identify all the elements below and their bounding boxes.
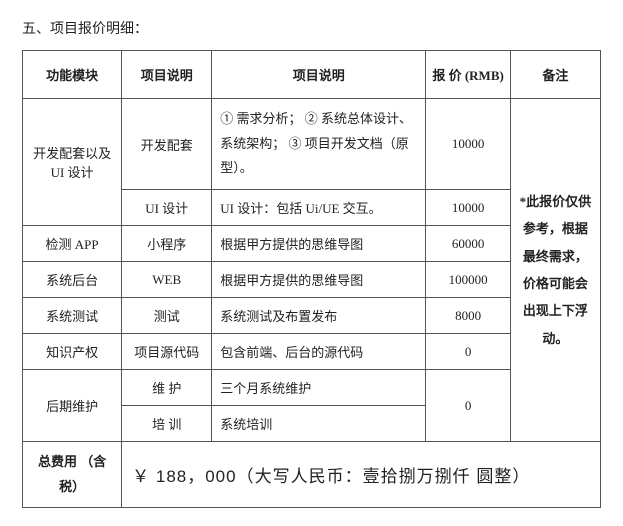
cell-module: 后期维护 (23, 370, 122, 442)
cell-spec1: UI 设计 (122, 190, 212, 226)
col-header-spec2: 项目说明 (212, 51, 426, 99)
cell-spec1: 维 护 (122, 370, 212, 406)
cell-spec2: UI 设计：包括 Ui/UE 交互。 (212, 190, 426, 226)
cell-price: 10000 (426, 190, 511, 226)
cell-spec1: 测试 (122, 298, 212, 334)
cell-spec1: 开发配套 (122, 99, 212, 190)
cell-spec2: 根据甲方提供的思维导图 (212, 262, 426, 298)
table-row: 开发配套以及UI 设计 开发配套 ① 需求分析； ② 系统总体设计、系统架构； … (23, 99, 601, 190)
cell-spec1: 小程序 (122, 226, 212, 262)
cell-price: 10000 (426, 99, 511, 190)
col-header-note: 备注 (510, 51, 600, 99)
cell-spec2: ① 需求分析； ② 系统总体设计、系统架构； ③ 项目开发文档（原型）。 (212, 99, 426, 190)
cell-spec1: 培 训 (122, 406, 212, 442)
cell-module: 知识产权 (23, 334, 122, 370)
quote-table: 功能模块 项目说明 项目说明 报 价 (RMB) 备注 开发配套以及UI 设计 … (22, 50, 601, 508)
cell-module: 系统后台 (23, 262, 122, 298)
cell-price: 60000 (426, 226, 511, 262)
col-header-price: 报 价 (RMB) (426, 51, 511, 99)
cell-spec2: 三个月系统维护 (212, 370, 426, 406)
cell-price: 100000 (426, 262, 511, 298)
total-value: ￥ 188，000（大写人民币：壹拾捌万捌仟 圆整） (122, 442, 601, 508)
table-header-row: 功能模块 项目说明 项目说明 报 价 (RMB) 备注 (23, 51, 601, 99)
cell-price: 0 (426, 334, 511, 370)
cell-module: 系统测试 (23, 298, 122, 334)
total-label: 总费用 （含税） (23, 442, 122, 508)
cell-price: 8000 (426, 298, 511, 334)
col-header-spec1: 项目说明 (122, 51, 212, 99)
table-total-row: 总费用 （含税） ￥ 188，000（大写人民币：壹拾捌万捌仟 圆整） (23, 442, 601, 508)
cell-spec2: 包含前端、后台的源代码 (212, 334, 426, 370)
col-header-module: 功能模块 (23, 51, 122, 99)
cell-spec2: 系统测试及布置发布 (212, 298, 426, 334)
cell-module: 检测 APP (23, 226, 122, 262)
cell-module: 开发配套以及UI 设计 (23, 99, 122, 226)
cell-price: 0 (426, 370, 511, 442)
section-title: 五、项目报价明细： (22, 18, 601, 38)
cell-note: *此报价仅供参考，根据最终需求，价格可能会出现上下浮动。 (510, 99, 600, 442)
cell-spec2: 根据甲方提供的思维导图 (212, 226, 426, 262)
cell-spec1: WEB (122, 262, 212, 298)
cell-spec1: 项目源代码 (122, 334, 212, 370)
cell-spec2: 系统培训 (212, 406, 426, 442)
